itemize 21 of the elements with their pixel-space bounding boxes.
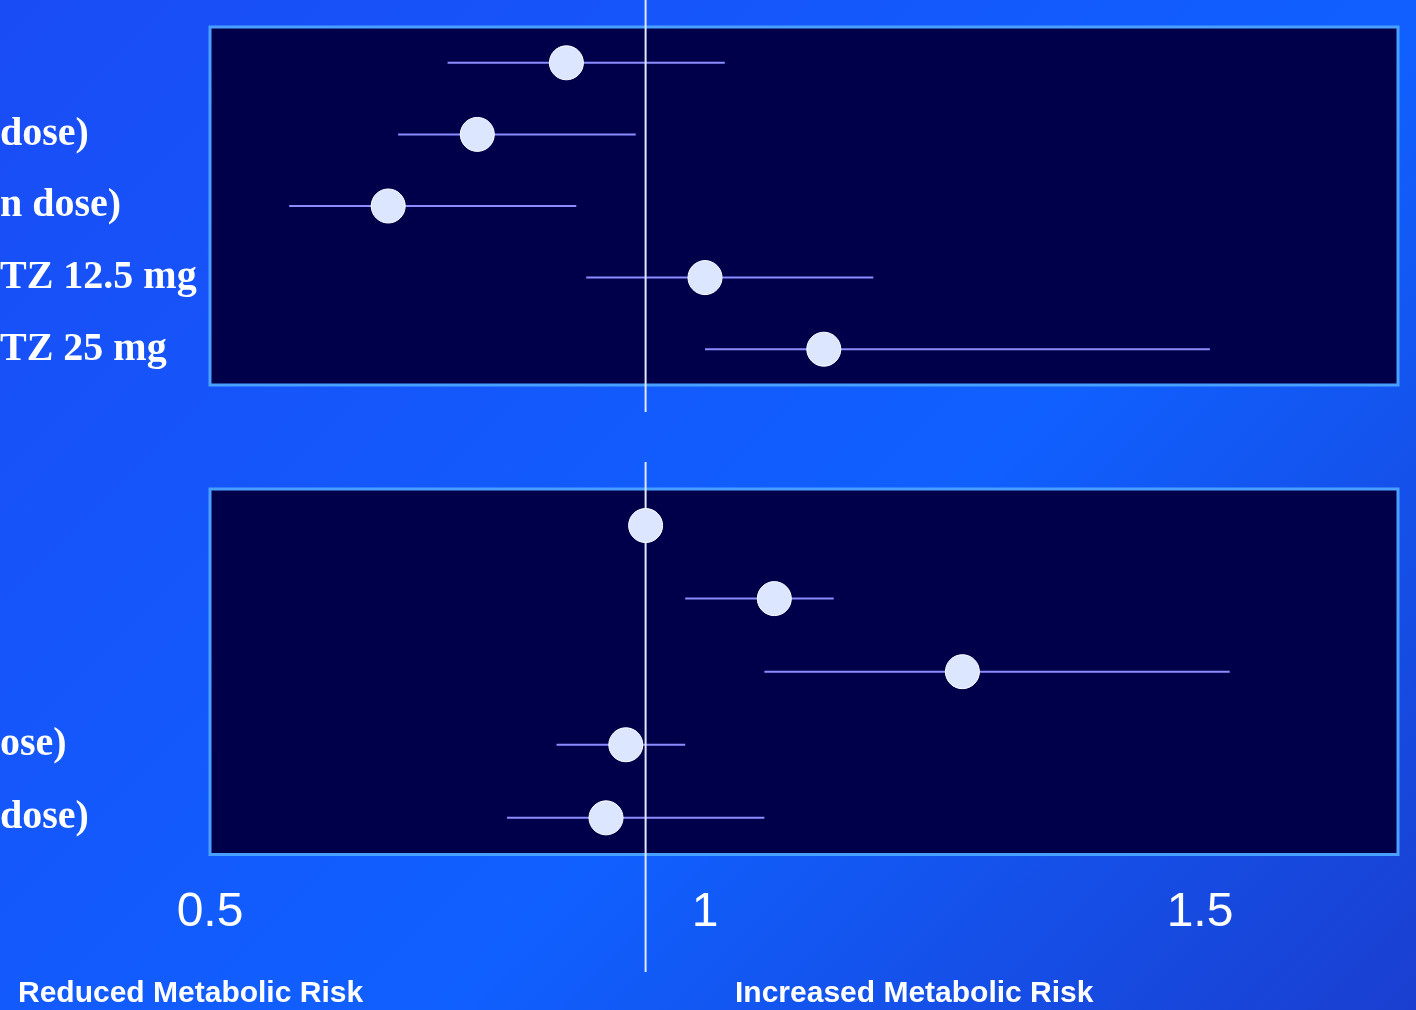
x-tick-label: 0.5 [176, 883, 244, 937]
y-tick-label: n dose) [0, 180, 122, 226]
point [608, 727, 644, 763]
point [628, 508, 664, 544]
point [548, 45, 584, 81]
point [370, 188, 406, 224]
text: Increased Metabolic Risk [735, 975, 1094, 1009]
y-tick-label: ose) [0, 719, 67, 765]
point [944, 654, 980, 690]
point [588, 800, 624, 836]
x-tick-label: 1.5 [1166, 883, 1234, 937]
point [687, 260, 723, 296]
y-tick-label: dose) [0, 792, 89, 838]
y-tick-label: TZ 25 mg [0, 323, 167, 369]
y-tick-label: dose) [0, 108, 89, 154]
point [806, 331, 842, 367]
point [756, 581, 792, 617]
y-tick-label: TZ 12.5 mg [0, 251, 197, 297]
text: Reduced Metabolic Risk [18, 975, 364, 1009]
point [459, 116, 495, 152]
x-tick-label: 1 [691, 883, 719, 937]
